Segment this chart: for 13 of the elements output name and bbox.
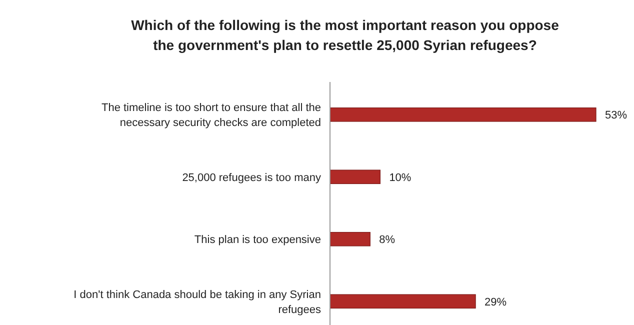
bar xyxy=(330,170,380,184)
y-tick-label: This plan is too expensive xyxy=(194,234,321,246)
data-label: 29% xyxy=(484,296,507,308)
y-tick-label: The timeline is too short to ensure that all the necessary security checks are completed xyxy=(101,102,321,130)
chart-title: Which of the following is the most important reason you oppose the government's plan to resettle 25,000 Syrian refugees? xyxy=(131,17,560,53)
bar xyxy=(330,294,476,309)
bar xyxy=(330,232,370,246)
data-label: 10% xyxy=(389,172,412,184)
data-label: 53% xyxy=(605,110,628,122)
data-label: 8% xyxy=(379,234,396,246)
y-tick-label: 25,000 refugees is too many xyxy=(182,172,322,184)
y-tick-label: I don't think Canada should be taking in any Syrian refugees xyxy=(74,288,322,316)
bar xyxy=(330,107,596,122)
